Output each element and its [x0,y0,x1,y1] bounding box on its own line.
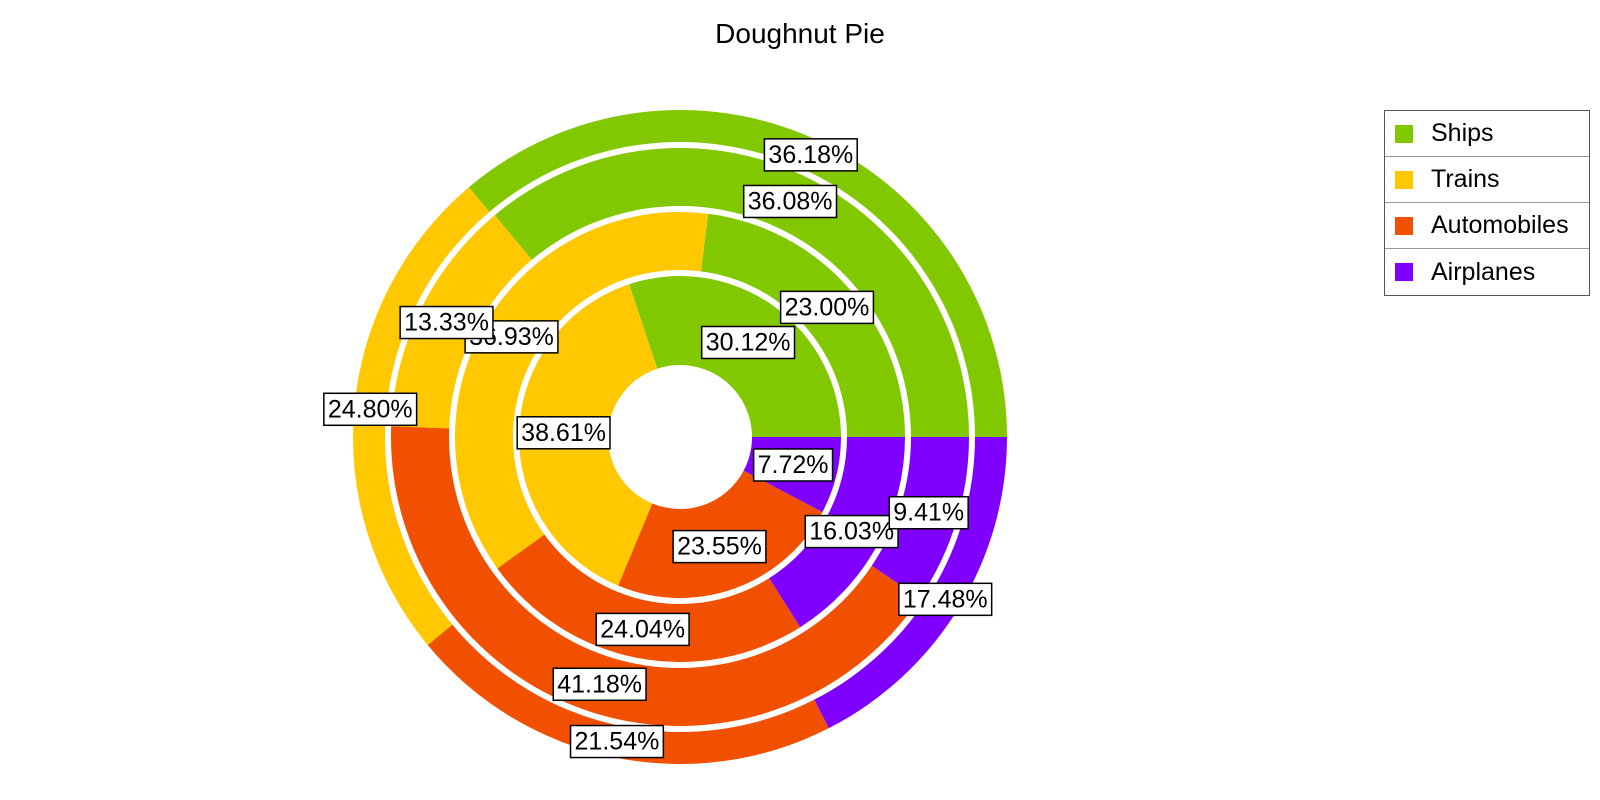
data-label-text: 30.12% [706,328,791,356]
data-label-box [779,290,875,325]
data-label-text: 23.00% [785,293,870,321]
legend-swatch-trains [1395,170,1413,189]
legend-swatch-ships [1395,124,1413,143]
data-label-ring1-ships: 30.12% [700,325,796,360]
legend-label: Automobiles [1431,211,1569,239]
data-label-ring3-ships: 36.08% [742,184,838,219]
data-label-text: 24.04% [600,615,685,643]
data-label-ring3-automobiles: 41.18% [552,667,647,702]
data-label-ring1-automobiles: 23.55% [672,529,767,564]
legend-item-trains[interactable]: Trains [1385,157,1589,203]
legend-item-automobiles[interactable]: Automobiles [1385,203,1589,249]
data-label-box [552,667,647,702]
data-label-box [399,305,494,340]
data-label-text: 24.80% [328,395,413,423]
legend: Ships Trains Automobiles Airplanes [1384,110,1590,296]
data-label-text: 36.18% [768,141,853,169]
data-label-text: 7.72% [758,451,829,479]
data-label-ring4-ships: 36.18% [763,138,858,172]
data-label-box [898,582,993,617]
data-label-text: 16.03% [809,518,894,546]
data-label-box [888,495,969,530]
legend-swatch-airplanes [1395,263,1413,281]
data-label-text: 38.61% [521,419,606,447]
data-label-box [752,448,834,482]
data-label-ring2-ships: 23.00% [779,290,875,325]
legend-item-airplanes[interactable]: Airplanes [1385,249,1589,295]
data-label-ring2-automobiles: 24.04% [595,612,690,647]
slice-ring4-trains[interactable] [353,187,490,646]
data-label-ring1-airplanes: 7.72% [752,448,834,482]
legend-label: Ships [1431,119,1494,147]
legend-label: Airplanes [1431,257,1536,286]
data-label-text: 36.08% [748,187,833,215]
slice-ring3-automobiles[interactable] [390,426,920,726]
data-label-box [742,184,838,219]
chart-title: Doughnut Pie [715,18,885,49]
slice-ring2-trains[interactable] [454,211,709,569]
data-label-ring3-trains: 13.33% [399,305,494,340]
slice-ring2-ships[interactable] [700,213,905,437]
data-label-text: 21.54% [575,728,660,756]
data-label-text: 41.18% [557,670,642,698]
legend-label: Trains [1431,165,1500,193]
data-label-ring2-airplanes: 16.03% [804,514,899,549]
data-label-box [516,416,611,450]
data-label-ring4-airplanes: 17.48% [898,582,993,617]
data-label-ring4-automobiles: 21.54% [569,724,665,759]
data-label-text: 13.33% [404,309,489,337]
data-label-text: 9.41% [893,499,964,527]
slice-ring2-automobiles[interactable] [497,534,801,662]
data-label-box [569,724,665,759]
data-labels: 30.12%38.61%23.55%7.72%23.00%36.93%24.04… [323,138,993,759]
data-label-box [595,612,690,647]
slice-ring4-ships[interactable] [468,110,1007,438]
data-label-box [672,529,767,564]
data-label-box [763,138,858,172]
data-label-box [804,514,899,549]
data-label-ring1-trains: 38.61% [516,416,611,450]
slice-ring3-ships[interactable] [494,148,969,437]
legend-swatch-automobiles [1395,216,1413,235]
data-label-box [323,392,418,427]
data-label-text: 23.55% [677,533,762,561]
data-label-box [700,325,796,360]
legend-item-ships[interactable]: Ships [1385,111,1589,157]
data-label-text: 17.48% [903,585,988,613]
data-label-ring4-trains: 24.80% [323,392,418,427]
slice-ring4-automobiles[interactable] [427,624,829,765]
data-label-ring3-airplanes: 9.41% [888,495,969,530]
